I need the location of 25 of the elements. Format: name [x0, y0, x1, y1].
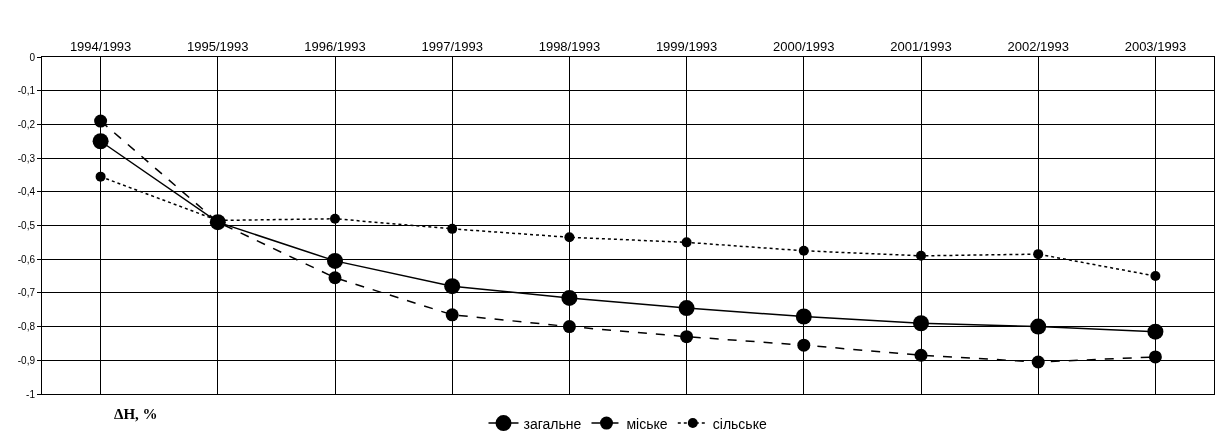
y-tick-label: -0,5	[17, 220, 36, 231]
y-tick-label: -0,3	[17, 152, 36, 164]
x-tick-label: 1997/1993	[421, 38, 483, 54]
legend-label: міське	[626, 415, 668, 432]
y-tick-label: -0,6	[17, 253, 36, 265]
x-tick-label: 1998/1993	[538, 38, 601, 54]
y-tick-label: -1	[26, 388, 36, 400]
y-tick-label: -0,2	[17, 118, 36, 130]
x-tick-label: 2003/1993	[1124, 38, 1187, 54]
x-tick-label: 1999/1993	[655, 38, 718, 54]
legend-label: сільське	[712, 415, 767, 432]
text: ΔH, %	[114, 406, 158, 422]
legend-label: загальне	[523, 415, 582, 432]
y-tick-label: -0,4	[17, 186, 36, 198]
y-tick-label: -0,7	[17, 287, 36, 299]
x-tick-label: 2001/1993	[890, 38, 952, 54]
x-tick-label: 1996/1993	[304, 38, 366, 54]
y-tick-label: -0,8	[17, 321, 36, 333]
y-tick-label: -0,1	[17, 85, 36, 97]
x-tick-label: 2002/1993	[1007, 38, 1069, 54]
x-tick-label: 2000/1993	[773, 38, 835, 54]
x-tick-label: 1994/1993	[69, 38, 132, 54]
y-tick-label: 0	[29, 51, 36, 63]
x-tick-label: 1995/1993	[187, 38, 249, 54]
y-tick-label: -0,9	[17, 354, 36, 366]
